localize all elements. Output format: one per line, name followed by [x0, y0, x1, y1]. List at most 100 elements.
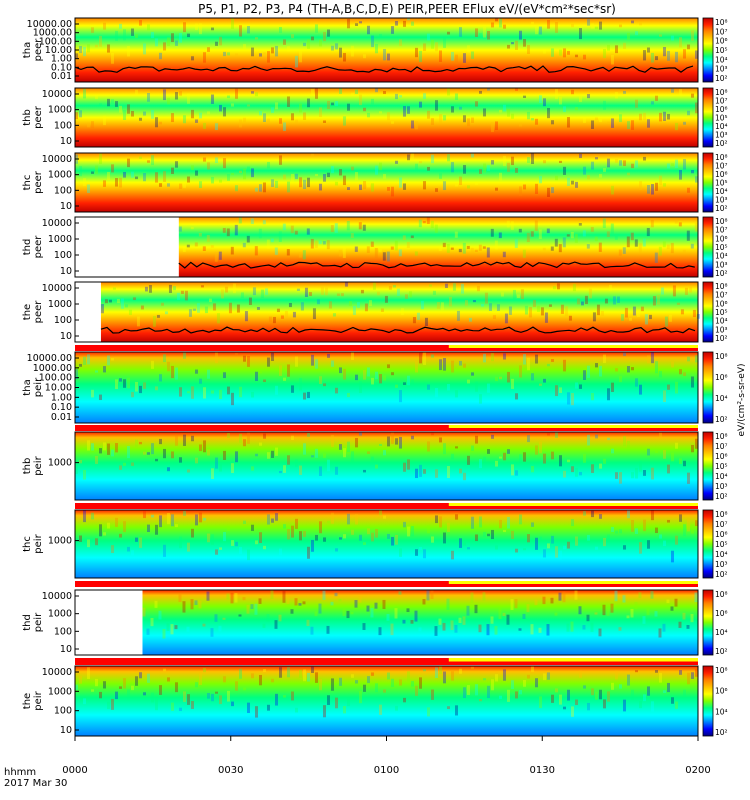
panel-ylabel: peer	[33, 235, 44, 259]
colorbar-tick-label: 10³	[715, 560, 728, 569]
y-tick-label: 10000	[42, 591, 72, 602]
y-tick-label: 0.01	[51, 71, 72, 82]
spectrogram-texture	[75, 153, 698, 197]
quality-flag-bar	[75, 658, 698, 665]
colorbar-tick-label: 10⁸	[715, 18, 728, 27]
colorbar-tick-label: 10⁵	[715, 462, 728, 471]
panel-ylabel: tha	[22, 42, 33, 58]
panel-frame	[74, 509, 699, 579]
colorbar-tick-label: 10⁴	[715, 187, 728, 196]
spectrogram-fill	[75, 352, 698, 423]
quality-flag-bar	[75, 581, 698, 587]
colorbar-tick-label: 10⁴	[715, 707, 728, 716]
colorbar-tick-label: 10⁶	[715, 609, 728, 618]
colorbar-tick-label: 10⁵	[715, 179, 728, 188]
spectrogram-panel: 10000 1000 100 10 the peer 10⁸10⁷10⁶10⁵10⁴10³1…	[22, 281, 728, 343]
spectrogram-panel: 10000 1000 100 10 thb peer 10⁸10⁷10⁶10⁵10⁴10³1…	[22, 87, 728, 148]
overlay-line	[100, 326, 696, 334]
panel-frame	[74, 152, 699, 213]
spectrogram-fill	[75, 88, 698, 147]
colorbar-tick-label: 10⁶	[715, 105, 728, 114]
spectrogram-texture	[75, 352, 698, 406]
colorbar	[702, 152, 714, 213]
spectrogram-texture	[75, 88, 698, 133]
colorbar-tick-label: 10⁴	[715, 252, 728, 261]
colorbar-tick-label: 10²	[715, 570, 728, 579]
colorbar-tick-label: 10⁸	[715, 590, 728, 599]
colorbar-tick-label: 10⁸	[715, 432, 728, 441]
panel-ylabel: thd	[22, 239, 33, 256]
y-tick-label: 10	[60, 201, 72, 212]
y-tick-label: 1.00	[51, 54, 72, 65]
spectrogram-texture	[142, 590, 698, 639]
colorbar-tick-label: 10³	[715, 482, 728, 491]
colorbar-tick-label: 10⁴	[715, 394, 728, 403]
time-axis-date: 2017 Mar 30	[4, 778, 67, 789]
y-tick-label: 1000.00	[33, 363, 72, 374]
y-tick-label: 0.10	[51, 402, 72, 413]
quality-flag-bar	[448, 345, 698, 348]
colorbar-tick-label: 10²	[715, 647, 728, 656]
y-tick-label: 1000	[48, 686, 72, 697]
colorbar	[702, 665, 714, 737]
colorbar-tick-label: 10²	[715, 204, 728, 213]
y-tick-label: 1000	[48, 458, 72, 469]
spectrogram-texture	[178, 217, 698, 263]
colorbar-tick-label: 10⁶	[715, 373, 728, 382]
y-tick-label: 10000	[42, 154, 72, 165]
panel-frame	[74, 431, 699, 501]
y-tick-label: 100	[54, 185, 72, 196]
panel-ylabel: peir	[33, 377, 44, 397]
colorbar-tick-label: 10⁵	[715, 243, 728, 252]
colorbar-tick-label: 10⁷	[715, 291, 728, 300]
colorbar-tick-label: 10²	[715, 334, 728, 343]
spectrogram-fill	[75, 510, 698, 578]
spectrogram-panel: 10000 1000 100 10 thd peer 10⁸10⁷10⁶10⁵10⁴10³1…	[22, 216, 728, 278]
panel-ylabel: peir	[33, 533, 44, 553]
y-tick-label: 1000	[48, 170, 72, 181]
y-tick-label: 10.00	[45, 383, 72, 394]
quality-flag-bar	[75, 503, 698, 509]
colorbar-tick-label: 10⁵	[715, 114, 728, 123]
colorbar-tick-label: 10²	[715, 74, 728, 83]
colorbar	[702, 216, 714, 278]
colorbar-tick-label: 10⁸	[715, 510, 728, 519]
y-tick-label: 10	[60, 266, 72, 277]
quality-flag-bar	[448, 425, 698, 428]
colorbar	[702, 431, 714, 501]
y-tick-label: 10000.00	[27, 353, 72, 364]
panel-ylabel: peer	[33, 300, 44, 324]
y-tick-label: 100.00	[39, 36, 72, 47]
spectrogram-fill	[100, 282, 699, 342]
panel-frame	[74, 87, 699, 148]
panel-ylabel: the	[22, 304, 33, 320]
colorbar-tick-label: 10⁸	[715, 88, 728, 97]
y-tick-label: 10000	[42, 218, 72, 229]
colorbar-tick-label: 10⁵	[715, 540, 728, 549]
colorbar-tick-label: 10⁴	[715, 472, 728, 481]
colorbar	[702, 87, 714, 148]
panel-frame	[74, 216, 699, 278]
y-tick-label: 100	[54, 706, 72, 717]
y-tick-label: 100	[54, 120, 72, 131]
y-tick-label: 10000	[42, 89, 72, 100]
y-tick-label: 100	[54, 315, 72, 326]
spectrogram-texture	[75, 510, 698, 563]
colorbar-tick-label: 10⁶	[715, 452, 728, 461]
x-tick-label: 0200	[685, 765, 710, 776]
panel-ylabel: peer	[33, 105, 44, 129]
colorbar	[702, 281, 714, 343]
colorbar-tick-label: 10⁸	[715, 666, 728, 675]
colorbar-tick-label: 10²	[715, 492, 728, 501]
quality-flag-bar	[75, 425, 698, 431]
colorbar-tick-label: 10⁷	[715, 226, 728, 235]
y-tick-label: 1000	[48, 234, 72, 245]
spectrogram-panel: 10000 1000 100 10 the peir 10⁸ 10⁶ 10⁴ 10²	[22, 658, 728, 737]
y-tick-label: 10.00	[45, 45, 72, 56]
colorbar-tick-label: 10⁸	[715, 282, 728, 291]
colorbar-tick-label: 10⁵	[715, 46, 728, 55]
panel-frame	[74, 589, 699, 656]
colorbar-tick-label: 10³	[715, 131, 728, 140]
